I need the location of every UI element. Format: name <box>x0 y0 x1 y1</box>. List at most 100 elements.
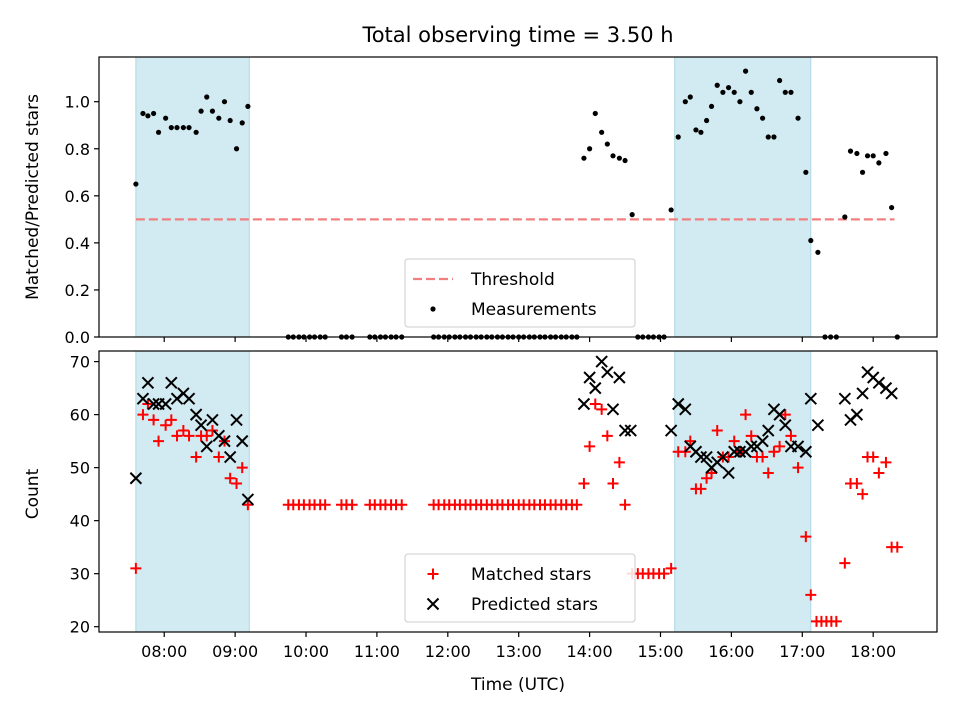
data-point <box>782 89 788 95</box>
data-point <box>870 153 876 159</box>
data-point <box>610 153 616 159</box>
data-point <box>599 129 605 135</box>
data-point <box>589 381 602 395</box>
data-point <box>779 409 791 421</box>
data-point <box>737 99 743 105</box>
legend-marker-swatch <box>426 597 440 611</box>
x-tick-label: 13:00 <box>496 642 542 661</box>
data-point <box>867 451 879 463</box>
x-tick-label: 17:00 <box>779 642 825 661</box>
data-point <box>745 430 757 442</box>
data-point <box>239 120 245 126</box>
data-point <box>847 148 854 154</box>
data-point <box>604 141 610 147</box>
data-point <box>193 129 199 135</box>
data-point <box>665 562 677 574</box>
data-point <box>163 115 169 121</box>
data-point <box>145 113 151 119</box>
data-point <box>141 376 155 390</box>
data-point <box>168 124 174 131</box>
data-point <box>129 472 143 485</box>
data-point <box>805 589 817 601</box>
data-point <box>595 355 608 368</box>
data-point <box>601 430 613 442</box>
data-point <box>223 450 237 464</box>
data-point <box>731 89 737 95</box>
y-tick-label: 0.2 <box>65 281 90 300</box>
data-point <box>241 493 255 506</box>
x-axis-label: Time (UTC) <box>470 675 565 695</box>
y-tick-label: 1.0 <box>65 93 90 112</box>
data-point <box>616 155 622 161</box>
x-tick-label: 15:00 <box>637 642 683 661</box>
data-point <box>583 371 596 384</box>
data-point <box>791 440 805 453</box>
x-tick-label: 08:00 <box>141 642 187 661</box>
x-tick-label: 10:00 <box>283 642 329 661</box>
data-point <box>216 115 222 121</box>
data-point <box>779 419 792 432</box>
data-point <box>165 376 178 390</box>
y-tick-label: 50 <box>70 459 90 478</box>
data-point <box>698 129 704 135</box>
x-tick-label: 16:00 <box>708 642 754 661</box>
data-point <box>629 212 635 218</box>
data-point <box>748 89 754 95</box>
data-point <box>155 129 162 135</box>
legend: Matched stars Predicted stars <box>404 553 636 623</box>
y-tick-label: 40 <box>70 512 90 531</box>
data-point <box>839 557 851 569</box>
data-point <box>773 408 786 421</box>
data-point <box>728 445 741 458</box>
data-point <box>140 110 146 117</box>
data-point <box>189 408 203 421</box>
data-point <box>872 376 886 390</box>
data-point <box>190 451 202 463</box>
data-point <box>224 472 236 484</box>
data-point <box>725 84 732 91</box>
plot-frame <box>98 56 938 338</box>
legend-marker-swatch <box>430 306 436 312</box>
x-tick-label: 14:00 <box>567 642 613 661</box>
data-point <box>133 181 139 187</box>
data-point <box>130 562 142 574</box>
data-point <box>803 169 809 175</box>
data-point <box>684 435 696 447</box>
data-point <box>740 409 752 421</box>
data-point <box>742 68 749 74</box>
legend: Threshold Measurements <box>404 258 636 328</box>
data-point <box>619 499 631 511</box>
bottom-y-axis-label: Count <box>23 468 43 519</box>
data-point <box>174 124 180 131</box>
legend-label: Predicted stars <box>471 595 598 615</box>
y-tick-label: 0.8 <box>65 140 90 159</box>
data-point <box>811 419 825 432</box>
data-point <box>613 456 625 468</box>
data-point <box>777 77 783 84</box>
data-point <box>581 155 587 161</box>
data-point <box>601 366 614 379</box>
legend-label: Matched stars <box>471 565 591 585</box>
data-point <box>137 409 149 421</box>
top-y-axis-label: Matched/Predicted stars <box>23 94 43 300</box>
data-point <box>800 531 812 543</box>
data-point <box>838 392 852 405</box>
data-point <box>194 419 208 432</box>
data-point <box>584 440 596 452</box>
data-point <box>759 115 766 121</box>
data-point <box>230 413 243 427</box>
data-point <box>672 397 685 411</box>
data-point <box>714 82 720 88</box>
data-point <box>607 478 619 490</box>
data-point <box>682 99 688 105</box>
data-point <box>864 153 871 159</box>
data-point <box>880 456 892 468</box>
y-tick-label: 0.6 <box>65 187 90 206</box>
data-point <box>788 89 794 95</box>
data-point <box>876 160 882 166</box>
x-tick-label: 12:00 <box>425 642 471 661</box>
data-point <box>236 462 248 474</box>
data-point <box>396 499 408 511</box>
data-point <box>854 150 860 157</box>
